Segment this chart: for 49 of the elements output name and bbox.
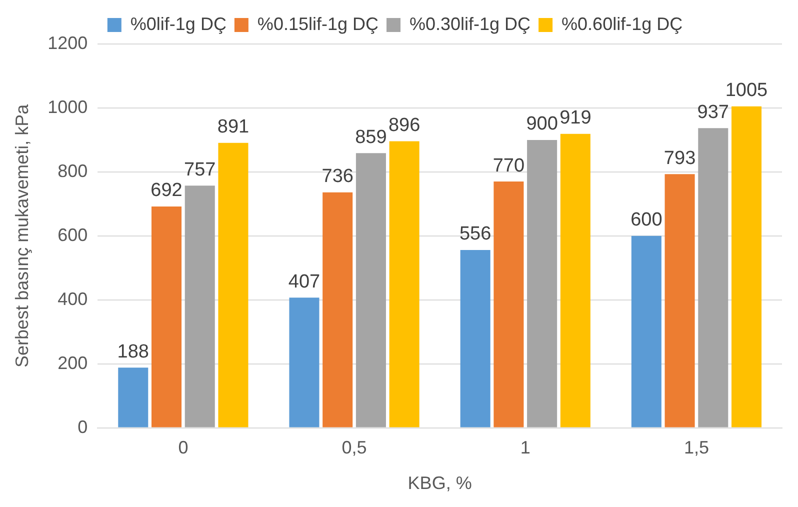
bar: [527, 140, 558, 428]
data-label: 859: [355, 126, 387, 148]
legend-label: %0.30lif-1g DÇ: [409, 14, 531, 34]
legend-label: %0.15lif-1g DÇ: [257, 14, 378, 34]
bar: [184, 186, 215, 428]
data-label: 793: [664, 148, 696, 169]
y-tick-label: 0: [78, 416, 88, 437]
y-tick-label: 1000: [48, 96, 88, 117]
data-label: 188: [117, 341, 149, 362]
y-axis-title: Serbest basınç mukavemeti, kPa: [12, 103, 32, 368]
data-label: 692: [150, 180, 182, 202]
y-tick-label: 1200: [48, 32, 88, 53]
bar: [731, 106, 762, 428]
legend-label: %0lif-1g DÇ: [130, 14, 226, 34]
bar: [494, 182, 524, 428]
bar: [560, 134, 590, 428]
bar: [118, 368, 148, 428]
data-label: 937: [697, 102, 729, 123]
x-tick-label: 1,5: [684, 438, 709, 458]
bar: [218, 142, 248, 428]
legend-label: %0.60lif-1g DÇ: [562, 14, 683, 34]
x-tick-label: 0: [178, 438, 188, 458]
data-label: 919: [560, 108, 592, 129]
data-label: 736: [322, 166, 354, 188]
data-label: 770: [492, 155, 525, 176]
y-tick-label: 800: [58, 160, 88, 181]
bar: [322, 192, 353, 428]
data-label: 891: [217, 116, 250, 138]
bar: [460, 250, 490, 428]
data-label: 757: [184, 159, 216, 180]
bar: [356, 153, 386, 428]
bar: [631, 236, 662, 428]
x-axis-title: KBG, %: [408, 473, 472, 494]
y-tick-label: 600: [58, 224, 88, 245]
data-label: 556: [459, 224, 492, 245]
x-tick-label: 0,5: [342, 438, 367, 458]
bar: [151, 206, 182, 428]
bar: [698, 128, 728, 428]
data-label: 600: [630, 210, 662, 231]
x-tick-label: 1: [520, 438, 530, 458]
y-tick-label: 400: [58, 288, 88, 309]
bar: [664, 174, 695, 428]
data-label: 407: [288, 271, 320, 292]
bar: [289, 298, 320, 428]
data-label: 1005: [725, 80, 768, 102]
data-label: 900: [526, 114, 558, 135]
data-label: 896: [388, 114, 420, 136]
bar: [389, 141, 420, 428]
y-tick-label: 200: [58, 352, 88, 373]
